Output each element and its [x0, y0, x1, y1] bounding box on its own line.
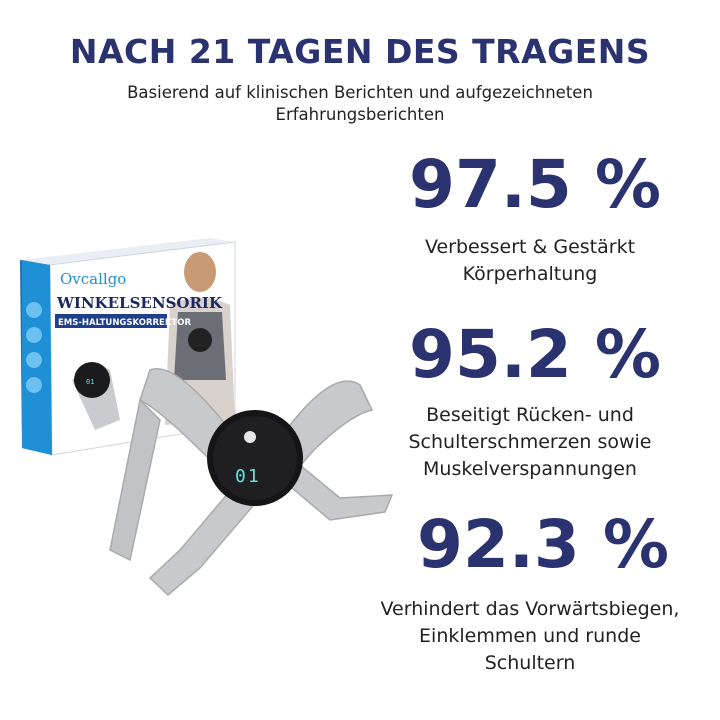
stat-1-line-2: Körperhaltung: [462, 263, 598, 285]
stat-1-text: Verbessert & Gestärkt Körperhaltung: [380, 234, 680, 288]
stat-3-line-1: Verhindert das Vorwärtsbiegen,: [380, 598, 680, 620]
subheadline-line-1: Basierend auf klinischen Berichten und a…: [127, 83, 593, 102]
stat-2-line-1: Beseitigt Rücken- und: [426, 404, 634, 426]
stat-3-line-3: Schultern: [484, 652, 576, 674]
stat-2-line-2: Schulterschmerzen sowie: [408, 431, 652, 453]
stat-1-value: 97.5 %: [409, 146, 661, 223]
stat-3-line-2: Einklemmen und runde: [419, 625, 641, 647]
stat-1-line-1: Verbessert & Gestärkt: [424, 236, 636, 258]
stat-3-text: Verhindert das Vorwärtsbiegen, Einklemme…: [340, 596, 720, 677]
product-display: 01: [235, 466, 261, 487]
stat-2-line-3: Muskelverspannungen: [423, 458, 637, 480]
product-box-display: 01: [86, 378, 94, 386]
headline: NACH 21 TAGEN DES TRAGENS: [69, 32, 651, 71]
product-box-title: WINKELSENSORIK: [56, 294, 223, 312]
stat-3-value: 92.3 %: [417, 506, 669, 583]
subheadline: Basierend auf klinischen Berichten und a…: [60, 82, 660, 126]
subheadline-line-2: Erfahrungsberichten: [275, 105, 445, 124]
stat-2-text: Beseitigt Rücken- und Schulterschmerzen …: [370, 402, 690, 483]
product-brand: Ovcallgo: [60, 270, 126, 288]
product-box-subtitle: EMS-HALTUNGSKORREKTOR: [58, 318, 191, 328]
stat-2-value: 95.2 %: [409, 316, 661, 393]
product-image: Ovcallgo WINKELSENSORIK EMS-HALTUNGSKORR…: [20, 238, 394, 597]
posture-brace: [109, 368, 394, 597]
